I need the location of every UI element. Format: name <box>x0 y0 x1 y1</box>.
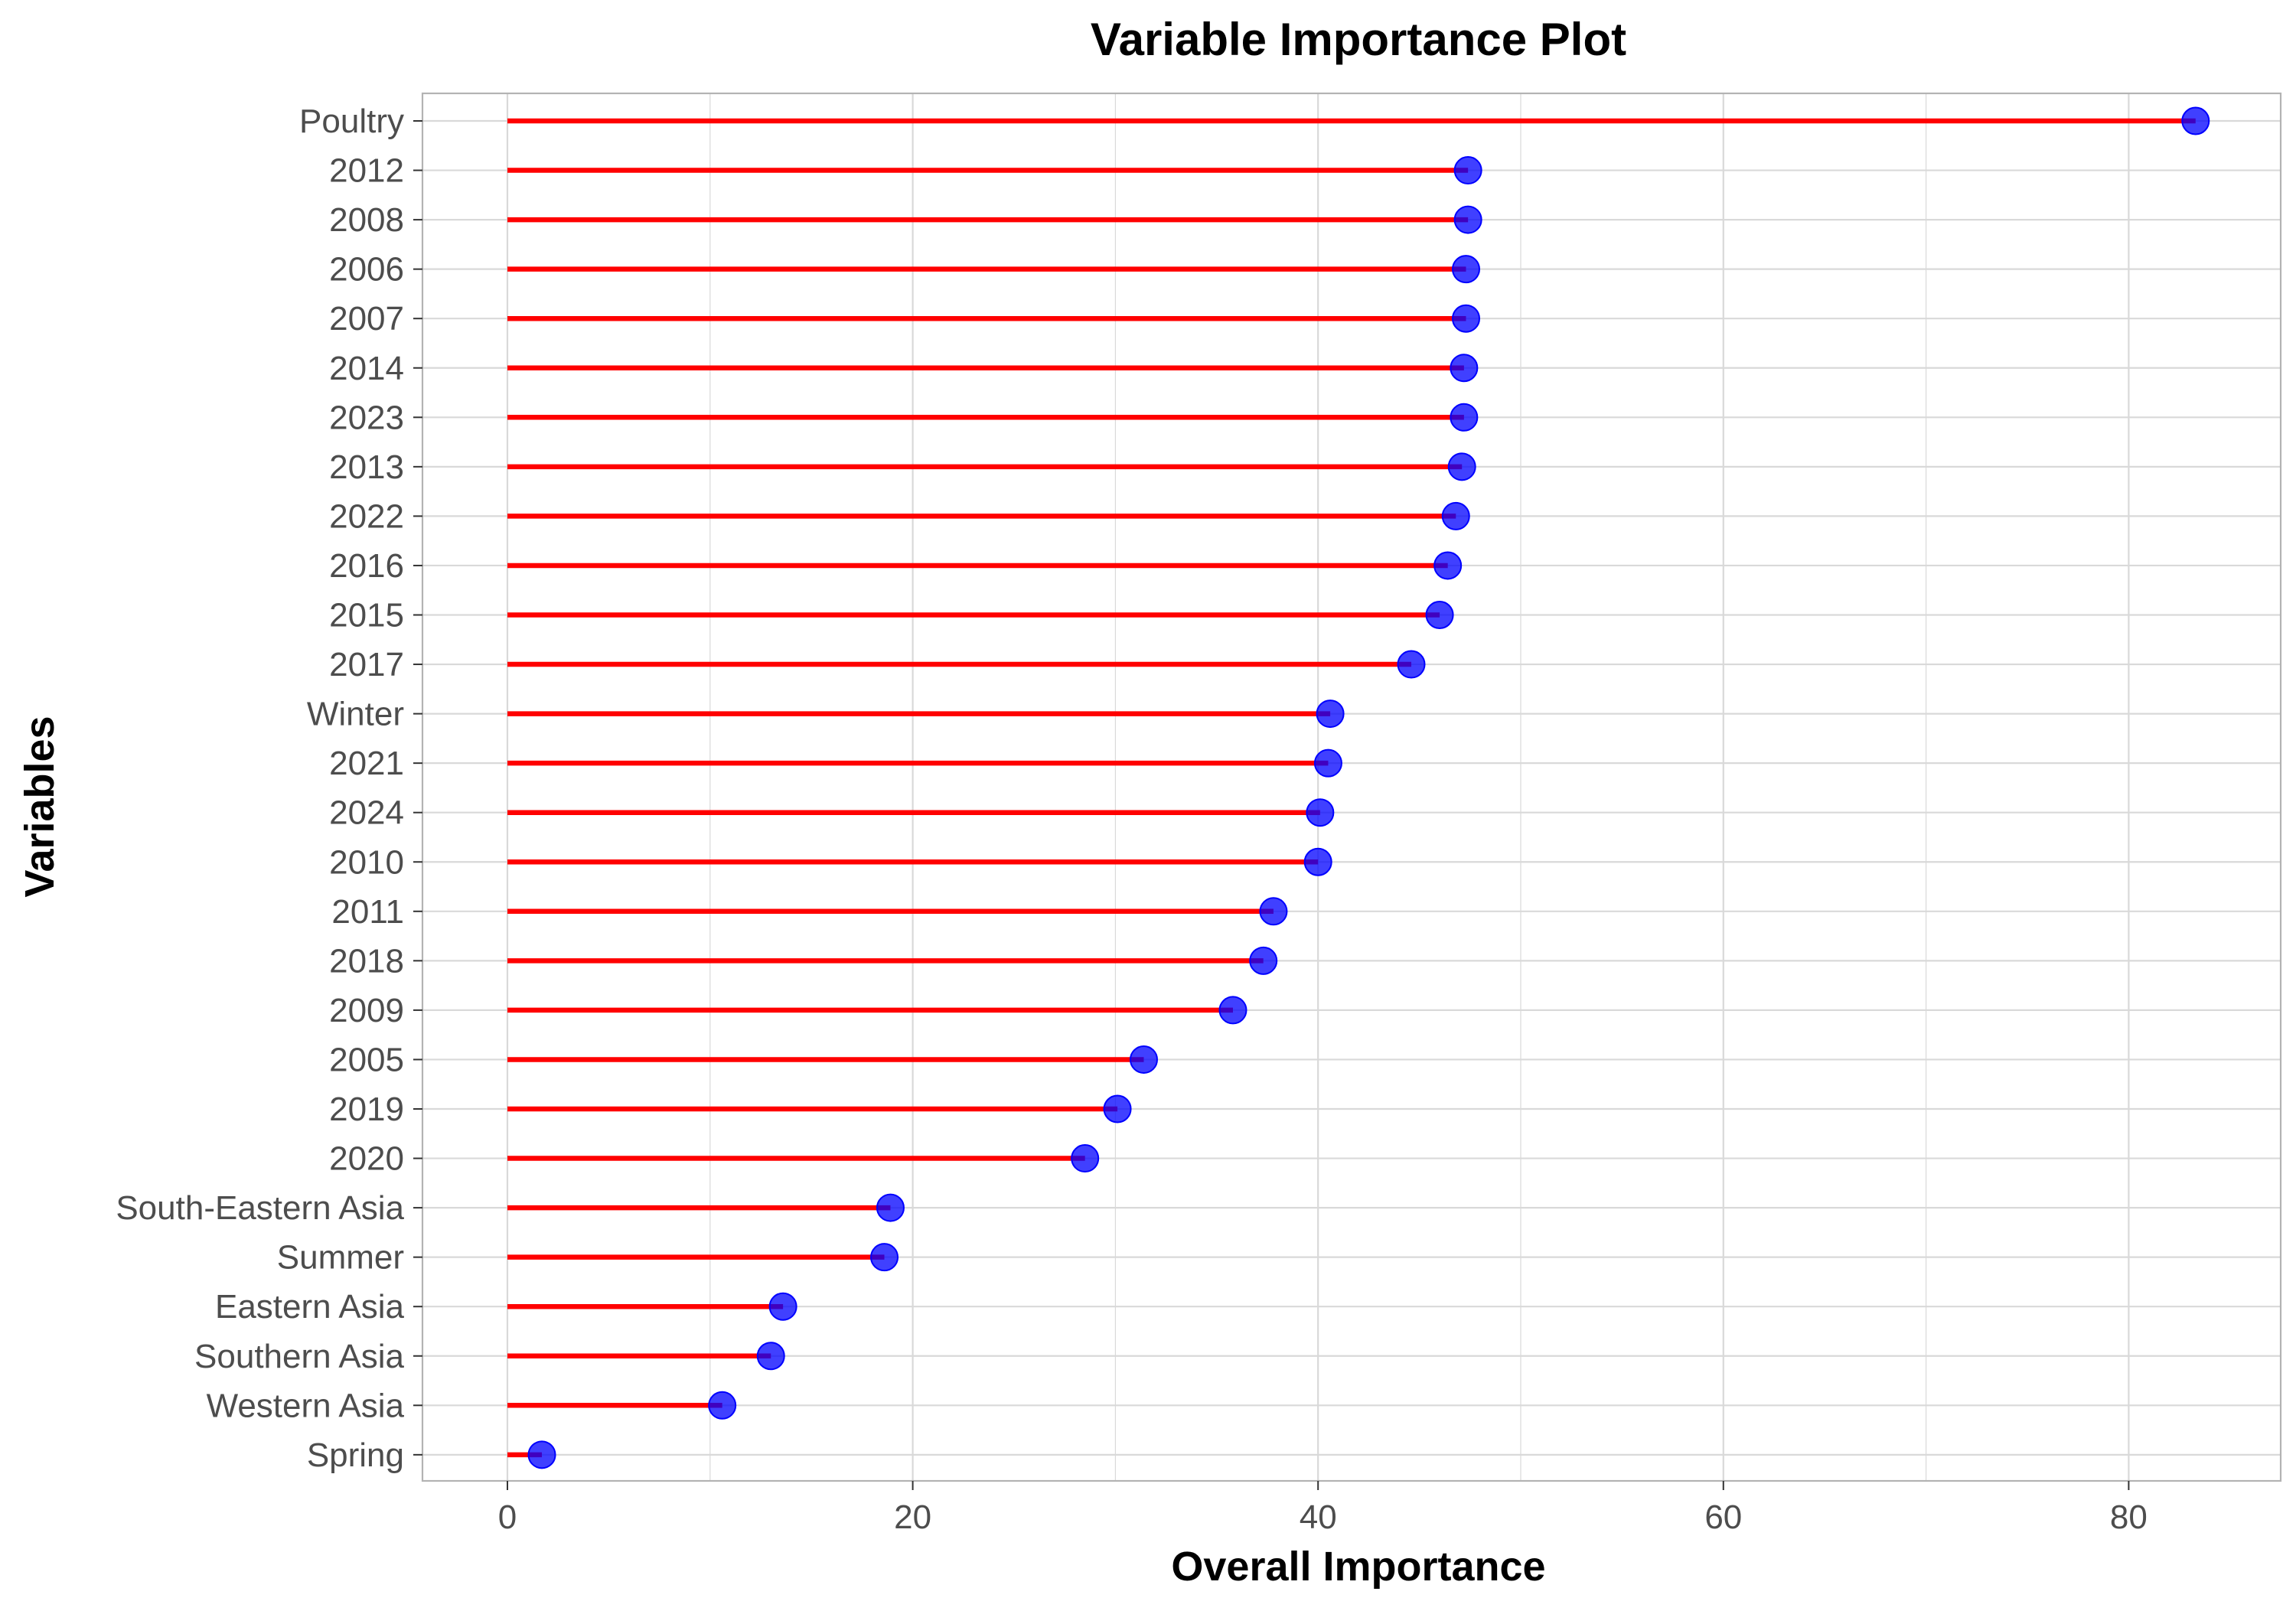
y-tick-label: 2007 <box>329 300 404 338</box>
y-tick-label: 2020 <box>329 1140 404 1178</box>
x-tick-label: 80 <box>2110 1498 2148 1536</box>
y-tick-label: 2021 <box>329 745 404 782</box>
y-tick-label: Eastern Asia <box>215 1288 405 1326</box>
lollipop-point <box>1103 1094 1132 1123</box>
x-tick-label: 0 <box>498 1498 517 1536</box>
lollipop-point <box>1425 601 1454 629</box>
grid-lines <box>422 93 2281 1481</box>
y-tick-label: 2017 <box>329 646 404 683</box>
y-tick-label: 2006 <box>329 251 404 289</box>
lollipop-point <box>1259 897 1288 926</box>
lollipop-point <box>756 1342 785 1371</box>
lollipop-point <box>708 1391 737 1420</box>
y-tick-label: 2008 <box>329 201 404 239</box>
lollipop-point <box>1441 501 1470 530</box>
lollipop-point <box>870 1243 899 1272</box>
chart-title: Variable Importance Plot <box>1091 14 1626 65</box>
y-tick-label: 2018 <box>329 942 404 980</box>
y-tick-label: 2014 <box>329 350 404 387</box>
x-axis-title: Overall Importance <box>1171 1544 1545 1590</box>
y-tick-label: 2013 <box>329 448 404 486</box>
lollipop-points <box>527 106 2210 1469</box>
lollipop-point <box>1306 798 1335 827</box>
y-tick-label: 2023 <box>329 399 404 436</box>
lollipop-point <box>1452 255 1481 284</box>
y-tick-label: 2011 <box>331 893 404 931</box>
y-tick-label: Winter <box>307 696 404 733</box>
y-tick-label: 2016 <box>329 547 404 585</box>
lollipop-point <box>768 1292 797 1321</box>
lollipop-point <box>1453 156 1482 185</box>
lollipop-point <box>1249 946 1278 975</box>
lollipop-point <box>1397 650 1426 679</box>
y-tick-label: 2024 <box>329 794 404 832</box>
y-tick-label: 2010 <box>329 843 404 881</box>
lollipop-point <box>1303 847 1332 876</box>
lollipop-point <box>1447 452 1476 481</box>
y-tick-label: Southern Asia <box>194 1338 404 1375</box>
lollipop-stems <box>507 118 2196 1458</box>
lollipop-point <box>2181 106 2210 135</box>
lollipop-point <box>1316 700 1345 729</box>
y-tick-label: 2015 <box>329 597 404 634</box>
y-tick-label: South-Eastern Asia <box>116 1189 404 1227</box>
lollipop-point <box>527 1440 556 1469</box>
x-axis-ticks: 0 20 40 60 80 <box>498 1481 2148 1536</box>
lollipop-point <box>1433 551 1463 580</box>
y-tick-label: 2005 <box>329 1041 404 1078</box>
x-tick-label: 40 <box>1300 1498 1337 1536</box>
lollipop-point <box>1450 403 1479 432</box>
y-axis-ticks: Poultry 2012 2008 2006 2007 2014 2023 2013 2022 2… <box>116 103 422 1474</box>
y-axis-title: Variables <box>17 716 63 897</box>
lollipop-point <box>1071 1144 1100 1173</box>
x-tick-label: 60 <box>1704 1498 1742 1536</box>
y-tick-label: 2019 <box>329 1091 404 1128</box>
panel-border <box>421 92 2282 1482</box>
y-tick-label: Western Asia <box>207 1387 405 1424</box>
lollipop-point <box>1450 354 1479 383</box>
lollipop-point <box>1453 205 1482 234</box>
lollipop-point <box>1313 748 1342 778</box>
lollipop-point <box>1218 996 1247 1025</box>
lollipop-point <box>1452 304 1481 333</box>
lollipop-point <box>1129 1045 1158 1074</box>
y-tick-label: 2022 <box>329 497 404 535</box>
y-tick-label: Summer <box>277 1239 404 1277</box>
y-tick-label: Spring <box>307 1437 404 1474</box>
y-tick-label: 2009 <box>329 992 404 1029</box>
y-tick-label: 2012 <box>329 152 404 190</box>
lollipop-point <box>876 1193 905 1222</box>
x-tick-label: 20 <box>894 1498 931 1536</box>
y-tick-label: Poultry <box>299 103 404 140</box>
